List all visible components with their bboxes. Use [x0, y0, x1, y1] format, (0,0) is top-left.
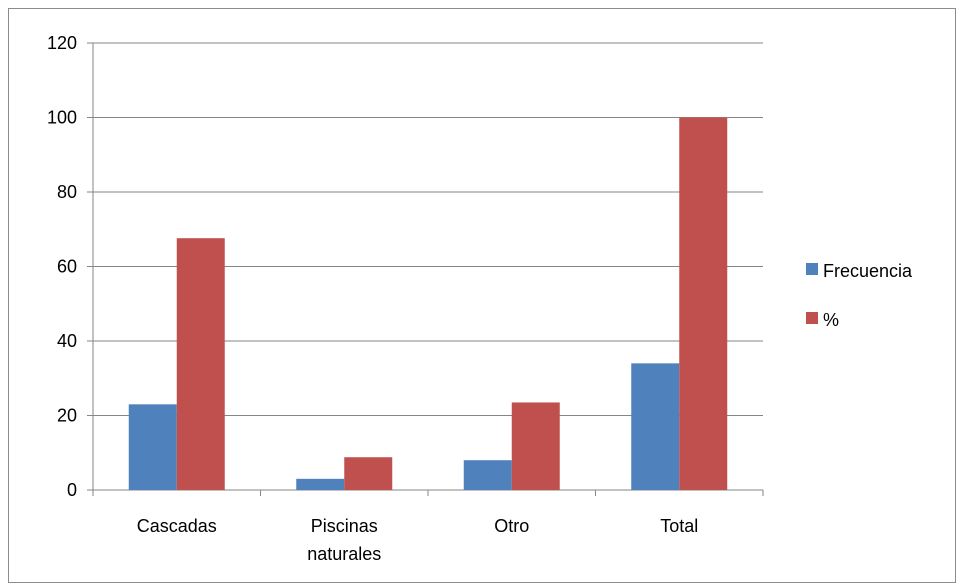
y-tick-label: 80	[57, 182, 77, 202]
bar-frecuencia	[463, 460, 512, 490]
y-tick-label: 120	[47, 33, 77, 53]
x-category-label: Piscinas	[311, 516, 378, 536]
legend-swatch	[806, 312, 818, 324]
y-tick-label: 20	[57, 406, 77, 426]
y-tick-label: 40	[57, 331, 77, 351]
legend-label: Frecuencia	[823, 261, 913, 281]
x-category-label: Total	[660, 516, 698, 536]
y-tick-label: 100	[47, 108, 77, 128]
bar-frecuencia	[631, 363, 680, 490]
bar-porcentaje	[176, 238, 225, 490]
bar-frecuencia	[128, 404, 177, 490]
bar-porcentaje	[511, 402, 560, 490]
x-category-label: naturales	[307, 544, 381, 564]
bar-frecuencia	[296, 478, 345, 490]
legend-label: %	[823, 310, 839, 330]
bar-porcentaje	[344, 457, 393, 490]
x-category-label: Cascadas	[137, 516, 217, 536]
y-tick-label: 60	[57, 257, 77, 277]
legend-swatch	[806, 263, 818, 275]
y-tick-label: 0	[67, 480, 77, 500]
x-category-label: Otro	[494, 516, 529, 536]
bar-porcentaje	[679, 117, 728, 490]
